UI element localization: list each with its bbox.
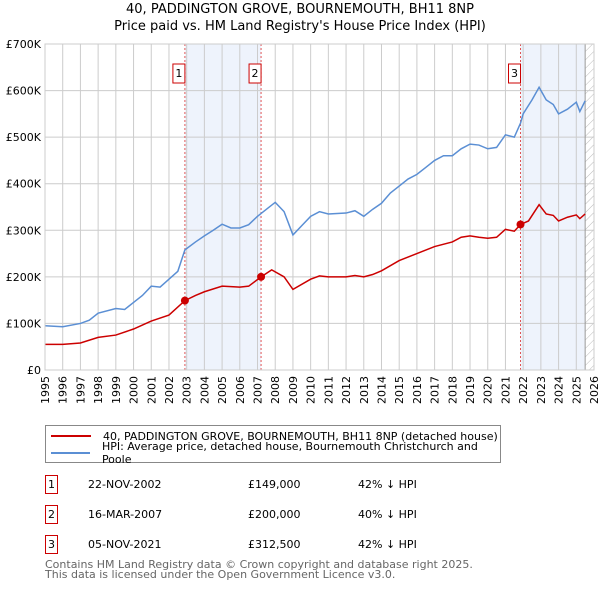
x-tick-label: 2008 (269, 376, 282, 404)
sale-hpi-diff: 40% ↓ HPI (358, 508, 417, 521)
sale-label-box (508, 63, 522, 84)
y-tick-label: £300K (6, 224, 42, 237)
sale-point (257, 272, 266, 281)
y-tick-label: £200K (6, 271, 42, 284)
x-tick-label: 2025 (570, 376, 583, 404)
x-tick-label: 2003 (181, 376, 194, 404)
x-tick-label: 2015 (393, 376, 406, 404)
y-tick-label: £600K (6, 85, 42, 98)
legend-item-property: 40, PADDINGTON GROVE, BOURNEMOUTH, BH11 … (46, 428, 498, 444)
chart-subtitle: Price paid vs. HM Land Registry's House … (114, 19, 486, 34)
x-tick-label: 1998 (92, 376, 105, 404)
sale-row: 3 05-NOV-2021 £312,500 42% ↓ HPI (45, 535, 445, 555)
sale-price: £149,000 (248, 478, 301, 491)
sale-badge: 3 (45, 535, 58, 554)
series-line (45, 203, 586, 346)
x-tick-label: 1995 (39, 376, 52, 404)
legend-swatch-blue (51, 452, 90, 454)
sale-hpi-diff: 42% ↓ HPI (358, 538, 417, 551)
chart-title: 40, PADDINGTON GROVE, BOURNEMOUTH, BH11 … (126, 2, 474, 17)
footer: Contains HM Land Registry data © Crown c… (45, 558, 473, 581)
legend: 40, PADDINGTON GROVE, BOURNEMOUTH, BH11 … (45, 425, 501, 466)
sale-date: 22-NOV-2002 (88, 478, 162, 491)
x-tick-label: 2019 (464, 376, 477, 404)
x-tick-label: 2006 (234, 376, 247, 404)
x-tick-label: 2004 (198, 376, 211, 404)
x-tick-label: 1996 (57, 376, 70, 404)
forecast-hatch (585, 44, 594, 370)
sale-label: 3 (511, 67, 518, 80)
plot-border (44, 43, 595, 371)
sale-period-shade (520, 44, 586, 370)
x-tick-label: 2021 (499, 376, 512, 404)
x-tick-label: 1997 (74, 376, 87, 404)
plot-area: 1995 1996 1997 1998 1999 2000 2001 2002 2003 2004… (6, 38, 600, 404)
series-line (44, 85, 586, 328)
x-tick-label: 2009 (287, 376, 300, 404)
sale-period-shade (184, 44, 262, 370)
x-tick-label: 2026 (588, 376, 600, 404)
sale-date: 16-MAR-2007 (88, 508, 163, 521)
x-tick-label: 1999 (110, 376, 123, 404)
x-tick-label: 2022 (517, 376, 530, 404)
sale-label-box (172, 63, 186, 84)
y-tick-label: £500K (6, 131, 42, 144)
x-tick-label: 2023 (535, 376, 548, 404)
sale-badge: 2 (45, 505, 58, 524)
sale-price: £200,000 (248, 508, 301, 521)
legend-item-hpi: HPI: Average price, detached house, Bour… (46, 440, 500, 466)
sale-hpi-diff: 42% ↓ HPI (358, 478, 417, 491)
x-tick-label: 2000 (128, 376, 141, 404)
x-tick-label: 2018 (446, 376, 459, 404)
sale-point (516, 220, 525, 229)
y-tick-label: £0 (27, 364, 41, 377)
legend-label: 40, PADDINGTON GROVE, BOURNEMOUTH, BH11 … (103, 429, 498, 443)
x-tick-label: 2011 (322, 376, 335, 404)
legend-swatch-red (51, 435, 91, 437)
x-tick-label: 2012 (340, 376, 353, 404)
sale-badge: 1 (45, 475, 58, 494)
x-tick-label: 2016 (411, 376, 424, 404)
sale-date: 05-NOV-2021 (88, 538, 162, 551)
sale-label: 2 (252, 67, 259, 80)
footer-copyright: Contains HM Land Registry data © Crown c… (45, 558, 473, 571)
x-tick-label: 2001 (145, 376, 158, 404)
x-tick-label: 2010 (305, 376, 318, 404)
x-tick-label: 2007 (252, 376, 265, 404)
sale-row: 1 22-NOV-2002 £149,000 42% ↓ HPI (45, 475, 445, 495)
x-tick-label: 2002 (163, 376, 176, 404)
x-tick-label: 2014 (375, 376, 388, 404)
x-tick-label: 2017 (429, 376, 442, 404)
sale-label-box (248, 63, 262, 84)
footer-licence: This data is licensed under the Open Gov… (45, 568, 396, 581)
sale-point (180, 296, 189, 305)
sale-label: 1 (175, 67, 182, 80)
legend-label: HPI: Average price, detached house, Bour… (101, 440, 478, 466)
y-tick-label: £400K (6, 178, 42, 191)
x-tick-label: 2005 (216, 376, 229, 404)
sale-price: £312,500 (248, 538, 301, 551)
y-tick-label: £700K (6, 38, 42, 51)
sale-row: 2 16-MAR-2007 £200,000 40% ↓ HPI (45, 505, 445, 525)
x-tick-label: 2013 (358, 376, 371, 404)
x-tick-label: 2024 (553, 376, 566, 404)
y-tick-label: £100K (6, 317, 42, 330)
x-tick-label: 2020 (482, 376, 495, 404)
